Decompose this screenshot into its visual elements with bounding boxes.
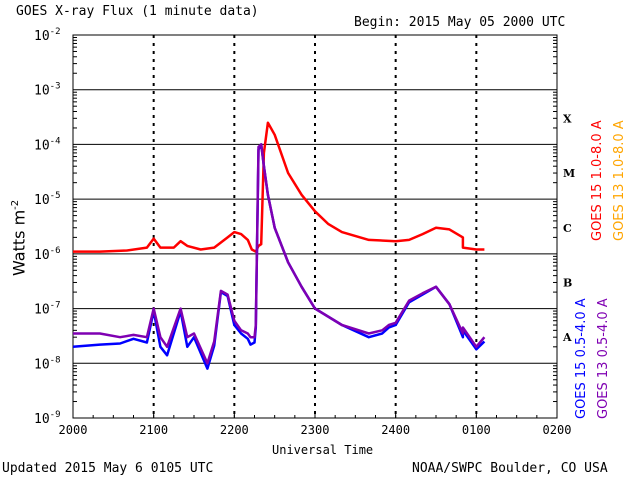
y-tick-base: 10: [34, 29, 50, 44]
flare-class-label: A: [562, 331, 572, 344]
flare-class-label: C: [563, 222, 572, 235]
y-tick-label: 10-8: [34, 355, 61, 372]
y-tick-exponent: -9: [50, 410, 61, 420]
y-tick-label: 10-4: [34, 136, 61, 153]
x-tick-label: 2200: [220, 423, 249, 437]
y-tick-label: 10-7: [34, 301, 61, 318]
y-tick-base: 10: [34, 412, 50, 427]
y-tick-label: 10-5: [34, 191, 61, 208]
series-line: [73, 121, 485, 253]
x-tick-label: 2100: [139, 423, 168, 437]
x-tick-label: 2400: [381, 423, 410, 437]
flare-class-label: X: [563, 112, 572, 125]
credit: NOAA/SWPC Boulder, CO USA: [412, 461, 608, 476]
y-tick-exponent: -4: [50, 136, 61, 146]
y-axis-label: Watts m-2: [9, 199, 29, 276]
x-tick-label: 0200: [543, 423, 572, 437]
y-tick-base: 10: [34, 84, 50, 99]
y-tick-exponent: -8: [50, 355, 61, 365]
y-tick-base: 10: [34, 138, 50, 153]
legend-entry: GOES 15 1.0-8.0 A: [590, 120, 605, 241]
y-tick-label: 10-2: [34, 27, 61, 44]
y-tick-label: 10-9: [34, 410, 61, 427]
y-tick-exponent: -5: [50, 191, 61, 201]
legend-entry: GOES 13 1.0-8.0 A: [612, 120, 627, 241]
y-tick-exponent: -2: [50, 27, 61, 37]
chart-title: GOES X-ray Flux (1 minute data): [16, 4, 259, 19]
y-axis-label-exp: -2: [10, 199, 21, 210]
y-tick-base: 10: [34, 193, 50, 208]
y-axis-label-text: Watts m: [9, 209, 29, 276]
y-tick-label: 10-6: [34, 246, 61, 263]
y-tick-exponent: -6: [50, 246, 61, 256]
y-tick-base: 10: [34, 248, 50, 263]
legend-entry: GOES 13 0.5-4.0 A: [596, 298, 611, 419]
flare-class-label: B: [563, 276, 572, 289]
begin-time: Begin: 2015 May 05 2000 UTC: [354, 15, 566, 30]
series-line: [73, 143, 486, 365]
y-tick-exponent: -3: [50, 82, 61, 92]
y-tick-exponent: -7: [50, 301, 61, 311]
y-tick-label: 10-3: [34, 82, 61, 99]
x-tick-label: 2000: [59, 423, 88, 437]
legend-entry: GOES 15 0.5-4.0 A: [574, 298, 589, 419]
updated-time: Updated 2015 May 6 0105 UTC: [2, 461, 214, 476]
flare-class-label: M: [563, 167, 575, 180]
x-tick-label: 2300: [301, 423, 330, 437]
x-axis-label: Universal Time: [272, 443, 374, 457]
y-tick-base: 10: [34, 303, 50, 318]
x-tick-label: 0100: [462, 423, 491, 437]
y-tick-base: 10: [34, 357, 50, 372]
